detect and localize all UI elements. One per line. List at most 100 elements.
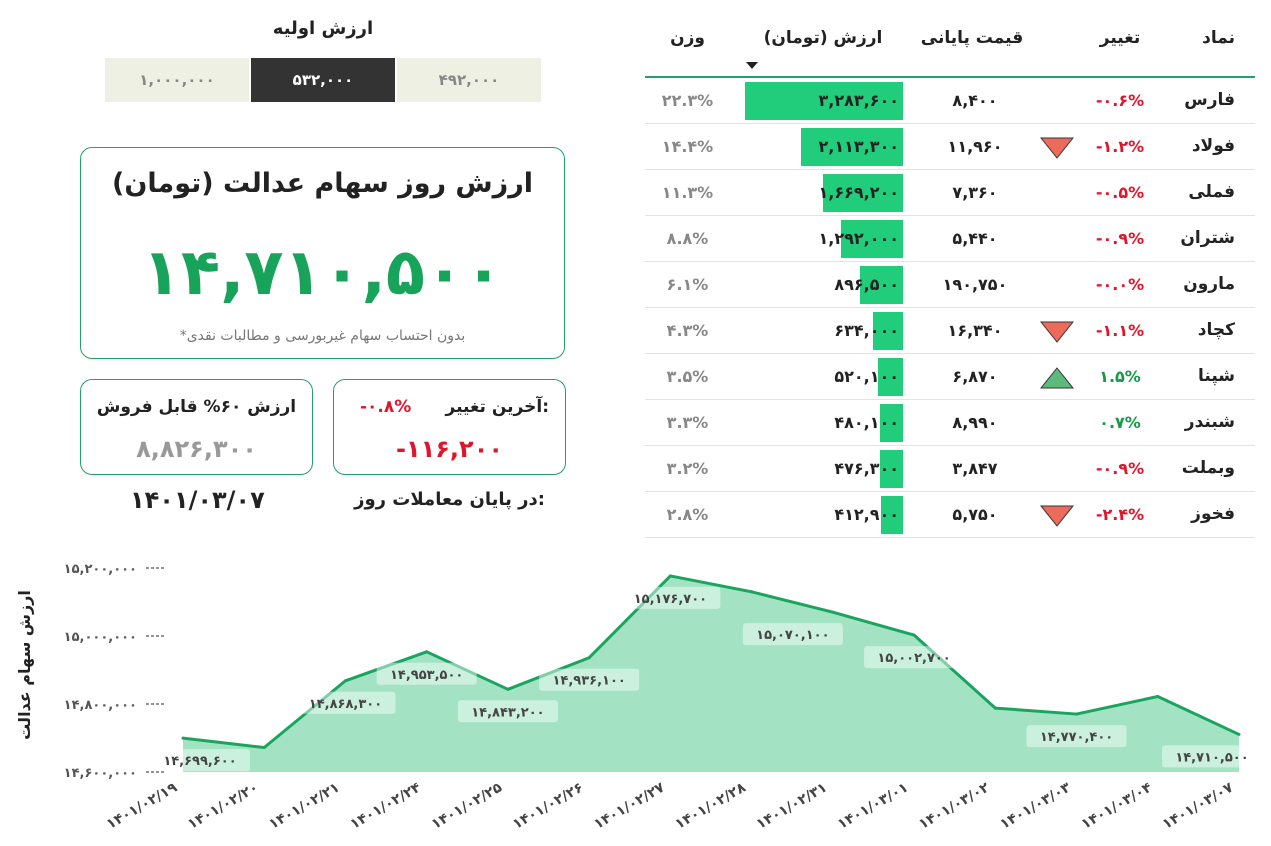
- value-cell: ۳,۲۸۳,۶۰۰: [743, 78, 903, 123]
- initial-value-option-1000000[interactable]: ۱,۰۰۰,۰۰۰: [105, 58, 249, 102]
- y-tick-label: ۱۵,۲۰۰,۰۰۰: [64, 562, 137, 577]
- header-change[interactable]: تغییر: [1099, 28, 1141, 48]
- initial-value-option-492000[interactable]: ۴۹۲,۰۰۰: [397, 58, 541, 102]
- y-tick-label: ۱۴,۶۰۰,۰۰۰: [64, 766, 137, 781]
- header-price[interactable]: قیمت پایانی: [920, 28, 1024, 48]
- table-row[interactable]: فملی -۰.۵% ۷,۳۶۰ ۱,۶۶۹,۲۰۰ ۱۱.۳%: [645, 170, 1255, 216]
- table-row[interactable]: مارون -۰.۰% ۱۹۰,۷۵۰ ۸۹۶,۵۰۰ ۶.۱%: [645, 262, 1255, 308]
- initial-value-option-532000[interactable]: ۵۳۲,۰۰۰: [251, 58, 395, 102]
- price-cell: ۳,۸۴۷: [952, 459, 998, 478]
- value-label: ۱,۶۶۹,۲۰۰: [818, 183, 899, 202]
- value-cell: ۲,۱۱۳,۳۰۰: [743, 124, 903, 169]
- table-row[interactable]: فارس -۰.۶% ۸,۴۰۰ ۳,۲۸۳,۶۰۰ ۲۲.۳%: [645, 78, 1255, 124]
- value-label: ۴۸۰,۱۰۰: [834, 413, 899, 432]
- value-label: ۲,۱۱۳,۳۰۰: [818, 137, 899, 156]
- x-tick-label: ۱۴۰۱/۰۳/۰۲: [916, 779, 992, 832]
- data-label-bg: [742, 623, 843, 646]
- value-label: ۴۷۶,۳۰۰: [834, 459, 899, 478]
- weight-cell: ۲.۸%: [666, 505, 709, 524]
- value-bar: [872, 312, 903, 350]
- value-history-chart: ارزش سهام عدالت ۱۴,۶۰۰,۰۰۰ ۱۴,۸۰۰,۰۰۰ ۱۵,۰۰…: [15, 562, 1262, 833]
- x-tick-label: ۱۴۰۱/۰۲/۲۷: [591, 779, 667, 832]
- value-bar: [840, 220, 903, 258]
- change-cell: -۰.۶%: [1095, 91, 1145, 110]
- data-label-bg: [376, 662, 477, 685]
- header-value[interactable]: ارزش (تومان): [763, 28, 883, 48]
- sort-down-icon[interactable]: [746, 62, 758, 69]
- data-label-bg: [864, 646, 965, 669]
- data-point: [181, 736, 185, 740]
- data-point: [1156, 695, 1160, 699]
- y-tick-label: ۱۴,۸۰۰,۰۰۰: [64, 698, 137, 713]
- price-cell: ۸,۹۹۰: [952, 413, 998, 432]
- symbol-cell: فملی: [1188, 182, 1235, 202]
- data-label: ۱۴,۸۴۳,۲۰۰: [471, 705, 544, 720]
- initial-value-title: ارزش اولیه: [272, 18, 374, 39]
- table-row[interactable]: فخوز -۲.۴% ۵,۷۵۰ ۴۱۲,۹۰۰ ۲.۸%: [645, 492, 1255, 538]
- card-note: *بدون احتساب سهام غیربورسی و مطالبات نقد…: [179, 328, 466, 344]
- table-row[interactable]: شپنا ۱.۵% ۶,۸۷۰ ۵۲۰,۱۰۰ ۳.۵%: [645, 354, 1255, 400]
- data-point: [506, 687, 510, 691]
- change-cell: ۱.۵%: [1099, 367, 1141, 386]
- x-tick-label: ۱۴۰۱/۰۲/۲۸: [673, 779, 749, 832]
- value-label: ۸۹۶,۵۰۰: [834, 275, 899, 294]
- weight-cell: ۱۴.۴%: [661, 137, 714, 156]
- value-cell: ۱,۶۶۹,۲۰۰: [743, 170, 903, 215]
- last-change-percent: -۰.۸%: [360, 397, 412, 417]
- trend-down-icon: [1035, 308, 1075, 353]
- series-line: [182, 574, 1240, 750]
- data-label: ۱۵,۰۷۰,۱۰۰: [756, 628, 829, 643]
- change-cell: -۰.۵%: [1095, 183, 1145, 202]
- initial-value-selector: ۱,۰۰۰,۰۰۰ ۵۳۲,۰۰۰ ۴۹۲,۰۰۰: [105, 58, 541, 102]
- data-point: [668, 574, 672, 578]
- value-bar: [801, 128, 903, 166]
- table-row[interactable]: فولاد -۱.۲% ۱۱,۹۶۰ ۲,۱۱۳,۳۰۰ ۱۴.۴%: [645, 124, 1255, 170]
- table-row[interactable]: کچاد -۱.۱% ۱۶,۳۴۰ ۶۳۴,۰۰۰ ۴.۳%: [645, 308, 1255, 354]
- data-label: ۱۵,۱۷۶,۷۰۰: [634, 592, 707, 607]
- symbol-cell: فولاد: [1191, 136, 1235, 156]
- symbol-cell: شپنا: [1198, 366, 1235, 386]
- value-bar: [879, 404, 903, 442]
- weight-cell: ۸.۸%: [666, 229, 709, 248]
- end-of-day-date: ۱۴۰۱/۰۳/۰۷: [130, 486, 265, 514]
- weight-cell: ۴.۳%: [666, 321, 709, 340]
- x-tick-label: ۱۴۰۱/۰۲/۲۰: [185, 780, 261, 833]
- table-body: فارس -۰.۶% ۸,۴۰۰ ۳,۲۸۳,۶۰۰ ۲۲.۳% فولاد -۱.۲% ۱۱…: [645, 78, 1255, 538]
- value-cell: ۶۳۴,۰۰۰: [743, 308, 903, 353]
- x-tick-label: ۱۴۰۱/۰۲/۳۱: [754, 780, 830, 833]
- sellable-value-card: ارزش ۶۰% قابل فروش ۸,۸۲۶,۳۰۰: [80, 379, 313, 475]
- value-label: ۱,۲۹۲,۰۰۰: [818, 229, 899, 248]
- x-tick-label: ۱۴۰۱/۰۳/۰۷: [1160, 779, 1236, 832]
- header-weight[interactable]: وزن: [670, 28, 705, 48]
- x-tick-label: ۱۴۰۱/۰۳/۰۱: [835, 780, 911, 833]
- header-symbol[interactable]: نماد: [1202, 28, 1235, 48]
- price-cell: ۱۹۰,۷۵۰: [942, 275, 1008, 294]
- table-row[interactable]: شبندر ۰.۷% ۸,۹۹۰ ۴۸۰,۱۰۰ ۳.۳%: [645, 400, 1255, 446]
- table-row[interactable]: وبملت -۰.۹% ۳,۸۴۷ ۴۷۶,۳۰۰ ۳.۲%: [645, 446, 1255, 492]
- price-cell: ۵,۴۴۰: [952, 229, 998, 248]
- symbol-cell: شتران: [1180, 228, 1235, 248]
- value-label: ۵۲۰,۱۰۰: [834, 367, 899, 386]
- data-point: [912, 633, 916, 637]
- total-value: ۱۴,۷۱۰,۵۰۰: [141, 236, 504, 310]
- weight-cell: ۳.۲%: [666, 459, 709, 478]
- change-cell: -۰.۹%: [1095, 229, 1145, 248]
- data-label: ۱۴,۷۷۰,۴۰۰: [1040, 730, 1113, 745]
- symbol-cell: وبملت: [1181, 458, 1235, 478]
- change-cell: ۰.۷%: [1099, 413, 1141, 432]
- value-label: ۶۳۴,۰۰۰: [834, 321, 899, 340]
- value-cell: ۵۲۰,۱۰۰: [743, 354, 903, 399]
- data-point: [262, 746, 266, 750]
- x-tick-label: ۱۴۰۱/۰۲/۲۵: [429, 779, 505, 832]
- weight-cell: ۳.۳%: [666, 413, 709, 432]
- data-label-bg: [457, 700, 558, 723]
- data-label: ۱۴,۹۳۶,۱۰۰: [552, 674, 625, 689]
- value-bar: [877, 358, 903, 396]
- value-label: ۴۱۲,۹۰۰: [834, 505, 899, 524]
- data-label: ۱۴,۹۵۳,۵۰۰: [390, 668, 463, 683]
- symbol-cell: کچاد: [1197, 320, 1235, 340]
- x-tick-label: ۱۴۰۱/۰۳/۰۳: [997, 779, 1073, 832]
- x-tick-label: ۱۴۰۱/۰۲/۲۶: [510, 780, 586, 833]
- table-row[interactable]: شتران -۰.۹% ۵,۴۴۰ ۱,۲۹۲,۰۰۰ ۸.۸%: [645, 216, 1255, 262]
- price-cell: ۸,۴۰۰: [952, 91, 998, 110]
